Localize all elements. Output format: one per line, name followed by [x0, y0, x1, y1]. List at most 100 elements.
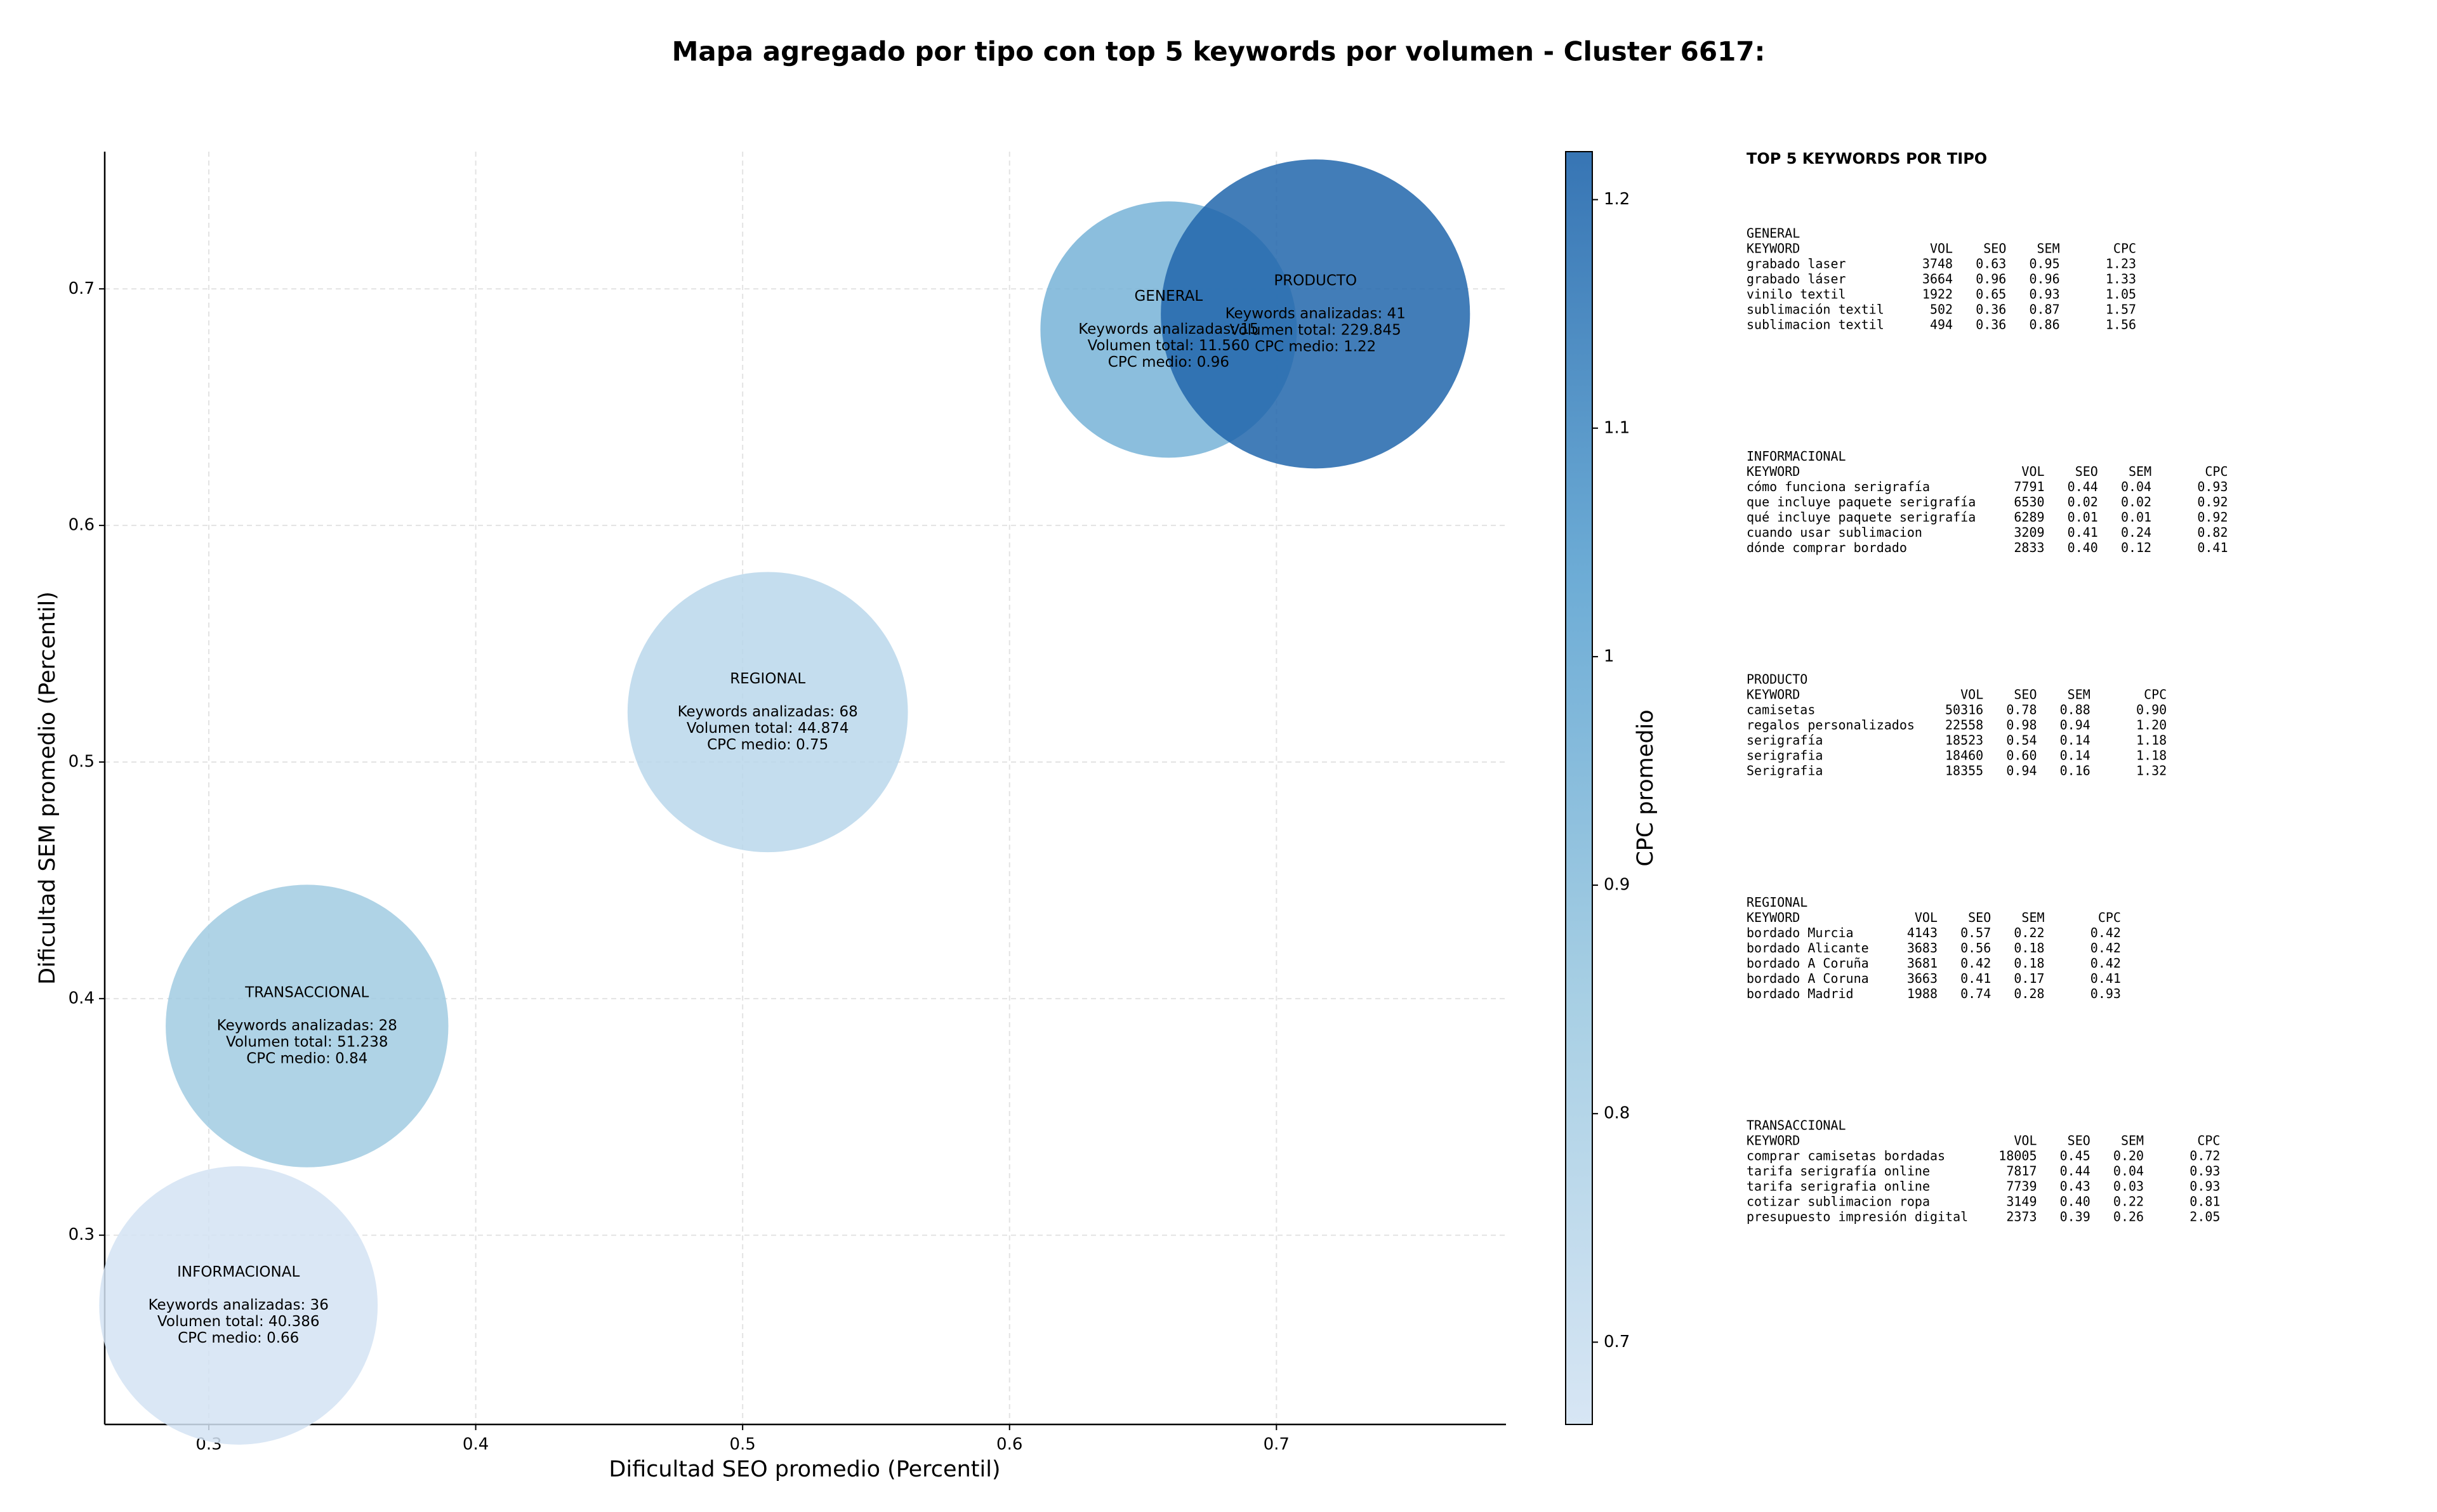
panel-cell: 1988	[1907, 986, 1938, 1001]
panel-cell: 0.74	[1960, 986, 1991, 1001]
panel-cell: 0.96	[2029, 272, 2059, 287]
panel-cell: 0.57	[1960, 925, 1991, 940]
panel-cell: 0.93	[2189, 1179, 2220, 1194]
panel-cell: 22558	[1945, 718, 1983, 733]
panel-cell: 0.42	[2090, 925, 2121, 940]
panel-cell: 18523	[1945, 733, 1983, 748]
panel-cell: 0.87	[2029, 302, 2059, 317]
bubble-annotation: Keywords analizadas: 28	[217, 1018, 397, 1034]
bubble-annotation: CPC medio: 0.84	[246, 1051, 367, 1067]
bubble-annotation: CPC medio: 0.75	[707, 737, 828, 753]
panel-cell: cómo funciona serigrafía	[1747, 479, 1930, 494]
panel-header: SEO	[1968, 910, 1991, 925]
panel-cell: Serigrafia	[1747, 763, 1823, 779]
bubble-annotation: CPC medio: 0.96	[1108, 354, 1229, 371]
colorbar-tick-label: 1.2	[1604, 190, 1630, 209]
panel-cell: 1.20	[2136, 718, 2167, 733]
panel-cell: 0.93	[2029, 287, 2059, 302]
panel-cell: 0.44	[2068, 479, 2098, 494]
panel-cell: 3209	[2014, 525, 2044, 540]
bubble	[99, 1166, 378, 1445]
bubble-name: GENERAL	[1135, 288, 1203, 305]
panel-cell: sublimacion textil	[1747, 317, 1884, 332]
panel-header: VOL	[1915, 910, 1938, 925]
panel-cell: grabado láser	[1747, 272, 1846, 287]
colorbar-tick-label: 0.9	[1604, 876, 1630, 895]
bubble-annotation: Volumen total: 51.238	[226, 1034, 388, 1051]
panel-cell: 2.05	[2189, 1209, 2220, 1225]
panel-cell: 0.03	[2113, 1179, 2144, 1194]
panel-title: TOP 5 KEYWORDS POR TIPO	[1747, 150, 1987, 168]
panel-header: KEYWORD	[1747, 687, 1800, 702]
panel-cell: 0.44	[2060, 1164, 2090, 1179]
panel-cell: 0.42	[1960, 956, 1991, 971]
y-tick-label: 0.6	[69, 516, 95, 535]
panel-cell: 1.57	[2106, 302, 2136, 317]
panel-cell: 2833	[2014, 540, 2044, 555]
panel-cell: 7817	[2006, 1164, 2037, 1179]
chart-title: Mapa agregado por tipo con top 5 keyword…	[672, 36, 1766, 67]
x-tick-label: 0.5	[729, 1435, 755, 1454]
panel-cell: 0.42	[2090, 940, 2121, 956]
bubble-name: REGIONAL	[730, 671, 805, 687]
x-axis-label: Dificultad SEO promedio (Percentil)	[609, 1457, 1000, 1482]
panel-cell: 1.33	[2106, 272, 2136, 287]
panel-header: CPC	[2144, 687, 2167, 702]
colorbar-tick-label: 1	[1604, 647, 1615, 666]
bubble-annotation: Volumen total: 40.386	[157, 1313, 320, 1330]
panel-cell: 0.18	[2014, 956, 2044, 971]
panel-group-name: TRANSACCIONAL	[1747, 1118, 1846, 1133]
panel-group-name: INFORMACIONAL	[1747, 449, 1846, 464]
y-tick-label: 0.7	[69, 279, 95, 298]
y-axis-label: Dificultad SEM promedio (Percentil)	[35, 591, 60, 985]
panel-header: SEO	[2068, 1133, 2090, 1148]
panel-cell: 3664	[1922, 272, 1953, 287]
panel-cell: 1.18	[2136, 733, 2167, 748]
bubble-annotation: Keywords analizadas: 15	[1078, 321, 1258, 338]
panel-cell: 0.95	[2029, 256, 2059, 272]
panel-cell: 0.02	[2121, 494, 2151, 509]
panel-cell: 1.56	[2106, 317, 2136, 332]
panel-header: KEYWORD	[1747, 1133, 1800, 1148]
panel-cell: cuando usar sublimacion	[1747, 525, 1922, 540]
panel-header: SEM	[2068, 687, 2090, 702]
panel-cell: sublimación textil	[1747, 302, 1884, 317]
panel-cell: 0.93	[2189, 1164, 2220, 1179]
panel-group-name: REGIONAL	[1747, 895, 1807, 910]
panel-cell: 0.22	[2014, 925, 2044, 940]
panel-cell: 3748	[1922, 256, 1953, 272]
panel-cell: 18355	[1945, 763, 1983, 779]
panel-header: SEM	[2129, 464, 2151, 479]
panel-cell: 0.94	[2006, 763, 2037, 779]
bubble-annotation: Volumen total: 229.845	[1230, 322, 1401, 338]
panel-cell: 0.18	[2014, 940, 2044, 956]
panel-cell: 0.14	[2060, 733, 2090, 748]
panel-cell: 3683	[1907, 940, 1938, 956]
panel-cell: 0.93	[2197, 479, 2228, 494]
panel-cell: 0.41	[2068, 525, 2098, 540]
panel-header: VOL	[1960, 687, 1983, 702]
panel-header: SEO	[2075, 464, 2098, 479]
panel-cell: 0.43	[2060, 1179, 2090, 1194]
panel-cell: 4143	[1907, 925, 1938, 940]
panel-cell: 0.86	[2029, 317, 2059, 332]
panel-cell: 0.81	[2189, 1194, 2220, 1209]
bubble	[1161, 159, 1470, 469]
panel-cell: 494	[1930, 317, 1953, 332]
panel-cell: 0.92	[2197, 509, 2228, 525]
panel-cell: 0.12	[2121, 540, 2151, 555]
bubble-annotation: CPC medio: 0.66	[178, 1330, 299, 1346]
panel-cell: 0.96	[1976, 272, 2006, 287]
panel-cell: 0.78	[2006, 702, 2037, 718]
panel-cell: bordado A Coruña	[1747, 956, 1869, 971]
bubble-annotation: Volumen total: 11.560	[1088, 338, 1250, 354]
panel-cell: serigrafía	[1747, 733, 1823, 748]
panel-header: KEYWORD	[1747, 241, 1800, 256]
panel-cell: 0.98	[2006, 718, 2037, 733]
panel-cell: 0.41	[2197, 540, 2228, 555]
panel-cell: camisetas	[1747, 702, 1815, 718]
panel-cell: 18005	[1998, 1148, 2037, 1164]
panel-cell: 0.17	[2014, 971, 2044, 986]
panel-cell: bordado Murcia	[1747, 925, 1854, 940]
